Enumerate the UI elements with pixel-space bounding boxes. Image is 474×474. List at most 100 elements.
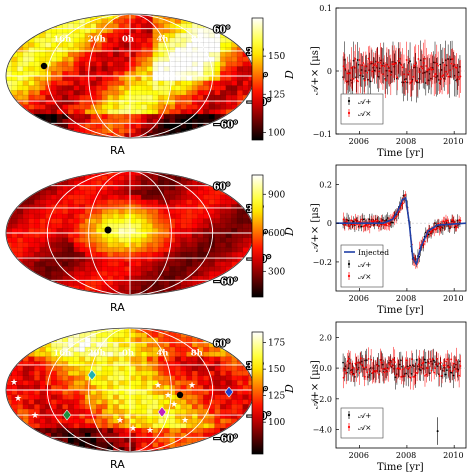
legend-swatch-point <box>347 425 351 429</box>
source-marker <box>176 391 184 399</box>
data-point <box>421 67 424 70</box>
sky-map-3: 8h4h0h20h16h60°30°0°−30°−60°RA★★★★★★★★★★… <box>5 327 272 471</box>
data-point <box>365 359 368 362</box>
data-point <box>347 219 350 222</box>
colorbar-scale <box>251 17 264 141</box>
data-point <box>385 224 388 227</box>
data-point <box>405 78 408 80</box>
data-point <box>446 73 449 76</box>
data-point <box>418 368 421 370</box>
data-point <box>353 373 355 376</box>
data-point <box>354 58 357 60</box>
data-point <box>357 220 359 223</box>
data-point <box>376 219 379 222</box>
data-point <box>433 75 436 78</box>
data-point <box>451 58 454 60</box>
colorbar-2: 300 600 900 D <box>251 174 296 298</box>
data-point <box>362 62 365 64</box>
y-tick-label: 0 <box>327 67 332 76</box>
ra-axis-label: RA <box>110 301 125 314</box>
data-point <box>388 69 391 72</box>
data-point <box>435 227 438 230</box>
ra-axis-label: RA <box>110 458 125 471</box>
data-point <box>404 194 407 196</box>
data-point <box>403 375 405 377</box>
data-point <box>455 226 458 229</box>
data-point <box>450 62 453 65</box>
colorbar-1: 100 125 150 D <box>251 17 296 141</box>
data-point <box>408 367 411 369</box>
data-point <box>343 223 346 226</box>
colorbar-tick-label: 100 <box>268 418 285 428</box>
data-point <box>375 65 378 67</box>
dec-tick-label: 60° <box>213 26 230 36</box>
legend-label: 𝒜+ <box>358 97 371 106</box>
data-point <box>445 369 448 372</box>
ra-tick-label: 4h <box>156 35 168 45</box>
data-point <box>355 79 358 82</box>
data-point <box>437 64 440 67</box>
y-tick-label: −0.2 <box>313 258 332 267</box>
data-point <box>455 359 458 361</box>
data-point <box>368 218 371 221</box>
data-point <box>374 63 376 65</box>
data-point <box>343 67 346 70</box>
y-tick-label: 0.2 <box>319 180 332 189</box>
data-point <box>413 375 416 378</box>
ra-tick-label: 20h <box>88 35 106 45</box>
data-point <box>452 221 455 223</box>
data-point <box>357 361 359 364</box>
data-point <box>425 65 428 67</box>
x-tick-label: 2006 <box>349 294 369 303</box>
data-point <box>442 74 445 77</box>
data-point <box>399 57 401 60</box>
data-point <box>378 70 380 73</box>
data-point <box>357 80 359 83</box>
sky-map-2: 60°30°0°−30°−60°RA <box>5 170 272 314</box>
data-point <box>434 367 437 370</box>
data-point <box>385 370 388 373</box>
data-point <box>391 63 394 66</box>
data-point <box>371 371 374 374</box>
x-axis-label: Time [yr] <box>377 148 424 159</box>
data-point <box>389 361 392 363</box>
data-point <box>437 222 440 225</box>
data-point <box>426 234 429 237</box>
colorbar-label: D <box>283 70 296 80</box>
data-point <box>429 358 432 361</box>
legend-swatch-point <box>347 262 351 266</box>
data-point <box>353 65 355 68</box>
pulsar-star-marker: ★ <box>116 416 124 426</box>
data-point <box>434 73 437 75</box>
data-point <box>445 70 447 73</box>
pulsar-star-marker: ★ <box>146 426 154 436</box>
data-point <box>414 62 417 65</box>
data-point <box>438 375 441 377</box>
colorbar-tick-label: 600 <box>268 229 285 239</box>
data-point <box>409 82 412 84</box>
data-point <box>362 366 365 369</box>
data-point <box>380 361 383 364</box>
data-point <box>387 368 390 370</box>
source-marker <box>104 226 112 234</box>
x-axis-label: Time [yr] <box>377 305 424 316</box>
data-point <box>443 64 446 66</box>
data-point <box>420 366 422 369</box>
y-tick-label: 0.0 <box>319 364 332 373</box>
data-point <box>404 80 407 83</box>
data-point <box>456 370 459 373</box>
y-axis-label: 𝒜+× [μs] <box>310 203 321 252</box>
data-point <box>459 365 462 367</box>
data-point <box>459 219 462 222</box>
data-point <box>418 71 421 73</box>
data-point <box>418 358 421 361</box>
data-point <box>358 372 361 374</box>
data-point <box>417 58 420 60</box>
data-point <box>404 366 407 369</box>
data-point <box>401 202 404 205</box>
data-point <box>416 372 418 374</box>
data-point <box>350 371 353 374</box>
data-point <box>395 215 397 218</box>
data-point <box>347 225 350 228</box>
